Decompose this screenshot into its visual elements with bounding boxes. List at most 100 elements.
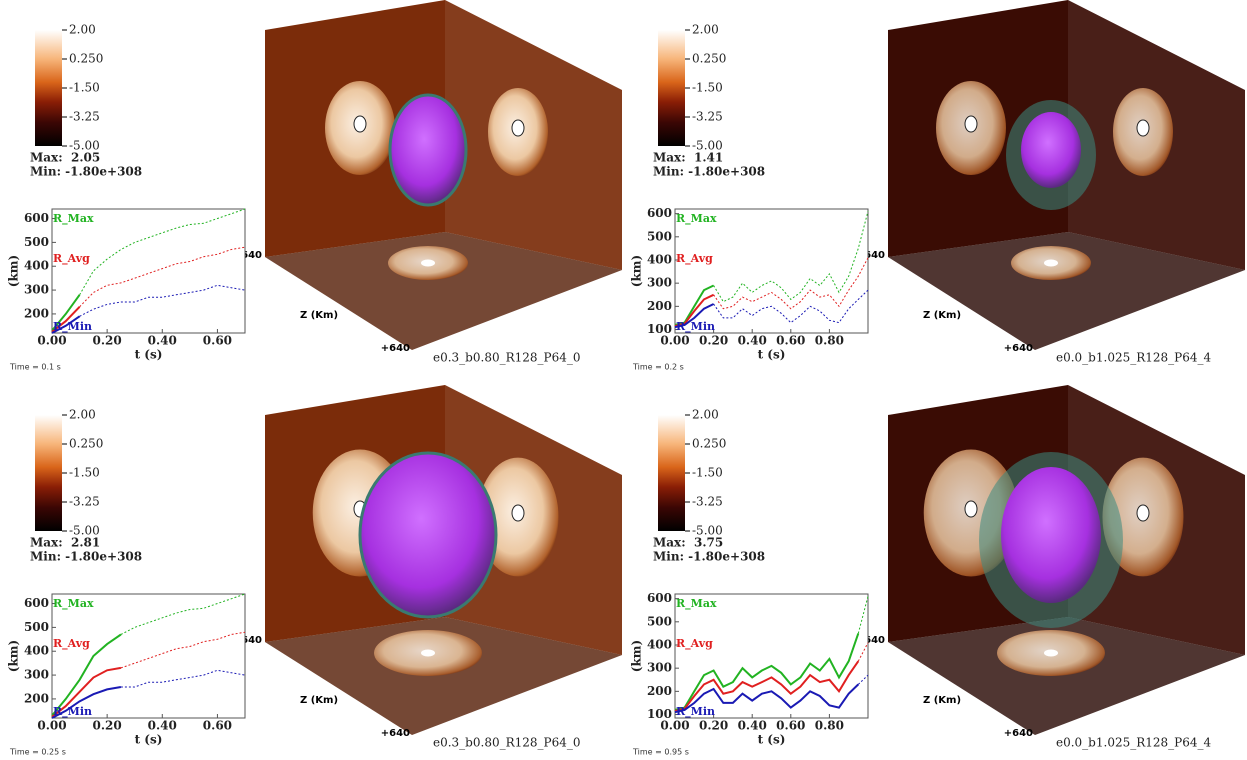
series-line bbox=[674, 303, 715, 329]
x-axis-label: t (s) bbox=[135, 348, 163, 362]
series-label: R_Min bbox=[676, 705, 715, 719]
x-tick-label: 0.60 bbox=[776, 334, 805, 348]
z-axis-label: Z (Km) bbox=[923, 695, 961, 706]
y-tick-label: 500 bbox=[647, 614, 672, 628]
series-line bbox=[674, 683, 859, 714]
z-tick-label: -640 bbox=[860, 635, 885, 646]
series-line bbox=[79, 208, 246, 296]
series-line bbox=[51, 315, 81, 334]
series-label: R_Min bbox=[676, 320, 715, 334]
panel-title: e0.3_b0.80_R128_P64_0 bbox=[433, 351, 581, 365]
max-label: Max: 1.41 bbox=[653, 151, 723, 165]
z-tick-label: +640 bbox=[381, 343, 410, 354]
box-floor bbox=[888, 617, 1245, 735]
y-tick-label: 400 bbox=[24, 259, 49, 273]
slice-hole bbox=[511, 119, 525, 137]
z-axis-label: Z (Km) bbox=[300, 310, 338, 321]
time-label: Time = 0.2 s bbox=[632, 363, 684, 372]
x-tick-label: 0.60 bbox=[203, 334, 232, 348]
y-tick-label: 200 bbox=[24, 306, 49, 320]
series-label: R_Max bbox=[53, 597, 94, 611]
min-label: Min: -1.80e+308 bbox=[653, 165, 765, 179]
max-label: Max: 3.75 bbox=[653, 536, 723, 550]
x-tick-label: 0.00 bbox=[660, 334, 689, 348]
y-tick-label: 200 bbox=[647, 299, 672, 313]
z-tick-label: +640 bbox=[1004, 343, 1033, 354]
z-tick-label: -640 bbox=[237, 250, 262, 261]
colorbar-tick-label: 0.250 bbox=[69, 437, 103, 451]
colorbar bbox=[658, 415, 685, 531]
max-label: Max: 2.81 bbox=[30, 536, 100, 550]
series-line bbox=[674, 633, 860, 711]
panel: -640 +640 Z (Km) 2.00 0.250 -1.50 -3.25 -5.00Ma… bbox=[630, 0, 1245, 372]
colorbar-tick-label: -1.50 bbox=[692, 81, 723, 95]
y-tick-label: 500 bbox=[647, 229, 672, 243]
y-tick-label: 100 bbox=[647, 707, 672, 721]
x-tick-label: 0.20 bbox=[699, 334, 728, 348]
slice-hole bbox=[1136, 119, 1150, 137]
slice-hole bbox=[511, 504, 525, 522]
colorbar bbox=[35, 30, 62, 146]
colorbar-tick-label: 2.00 bbox=[69, 408, 96, 422]
x-tick-label: 0.00 bbox=[37, 334, 66, 348]
slice-hole bbox=[964, 500, 978, 518]
y-tick-label: 300 bbox=[647, 276, 672, 290]
z-tick-label: -640 bbox=[237, 635, 262, 646]
x-tick-label: 0.40 bbox=[738, 334, 767, 348]
y-tick-label: 500 bbox=[24, 620, 49, 634]
floor-slice-hole bbox=[1044, 259, 1058, 267]
panel-title: e0.0_b1.025_R128_P64_4 bbox=[1056, 736, 1212, 750]
y-tick-label: 300 bbox=[647, 661, 672, 675]
colorbar-tick-label: -5.00 bbox=[69, 139, 100, 153]
plot-frame bbox=[674, 593, 869, 719]
min-label: Min: -1.80e+308 bbox=[653, 550, 765, 564]
min-label: Min: -1.80e+308 bbox=[30, 550, 142, 564]
series-label: R_Avg bbox=[53, 252, 90, 266]
series-label: R_Avg bbox=[53, 637, 90, 651]
plot-frame bbox=[51, 208, 246, 334]
series-label: R_Max bbox=[676, 597, 717, 611]
series-label: R_Max bbox=[676, 212, 717, 226]
box-floor-shade bbox=[888, 617, 1245, 735]
time-label: Time = 0.95 s bbox=[632, 748, 689, 757]
colorbar-tick-label: -1.50 bbox=[692, 466, 723, 480]
y-axis-label: (km) bbox=[630, 640, 644, 672]
x-tick-label: 0.60 bbox=[776, 719, 805, 733]
series-line bbox=[51, 306, 81, 333]
series-label: R_Max bbox=[53, 212, 94, 226]
y-tick-label: 200 bbox=[24, 691, 49, 705]
floor-slice-hole bbox=[1044, 649, 1058, 657]
time-label: Time = 0.1 s bbox=[9, 363, 61, 372]
series-line bbox=[674, 284, 715, 326]
x-tick-label: 0.40 bbox=[148, 334, 177, 348]
x-tick-label: 0.40 bbox=[738, 719, 767, 733]
core bbox=[388, 93, 468, 207]
z-tick-label: +640 bbox=[1004, 728, 1033, 739]
z-tick-label: -640 bbox=[860, 250, 885, 261]
box-floor bbox=[265, 232, 622, 350]
box-floor-shade bbox=[265, 617, 622, 735]
colorbar-tick-label: -5.00 bbox=[69, 524, 100, 538]
plot-frame bbox=[674, 208, 869, 334]
time-label: Time = 0.25 s bbox=[9, 748, 66, 757]
y-tick-label: 100 bbox=[647, 322, 672, 336]
x-tick-label: 0.20 bbox=[699, 719, 728, 733]
series-line bbox=[120, 631, 246, 669]
slice-hole bbox=[964, 115, 978, 133]
y-axis-label: (km) bbox=[7, 255, 21, 287]
x-tick-label: 0.00 bbox=[660, 719, 689, 733]
x-axis-label: t (s) bbox=[135, 733, 163, 747]
box-floor bbox=[265, 617, 622, 735]
series-label: R_Avg bbox=[676, 637, 713, 651]
plot-frame bbox=[51, 593, 246, 719]
series-line bbox=[79, 246, 246, 308]
x-tick-label: 0.00 bbox=[37, 719, 66, 733]
x-tick-label: 0.40 bbox=[148, 719, 177, 733]
panel: -640 +640 Z (Km) 2.00 0.250 -1.50 -3.25 -5.00Ma… bbox=[7, 385, 622, 757]
series-line bbox=[51, 633, 122, 717]
slice-hole bbox=[353, 115, 367, 133]
series-line bbox=[51, 686, 122, 719]
y-axis-label: (km) bbox=[630, 255, 644, 287]
